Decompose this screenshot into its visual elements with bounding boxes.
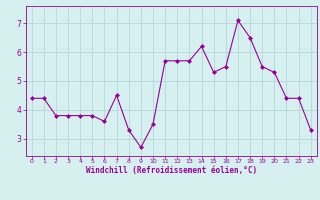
X-axis label: Windchill (Refroidissement éolien,°C): Windchill (Refroidissement éolien,°C) bbox=[86, 166, 257, 175]
